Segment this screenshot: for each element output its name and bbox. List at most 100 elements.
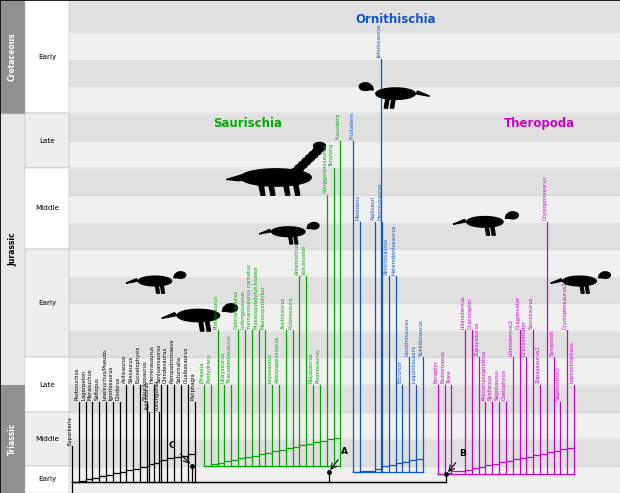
Text: Hexinlusaurus: Hexinlusaurus	[378, 183, 383, 220]
Text: Agilisaurus: Agilisaurus	[145, 381, 150, 410]
Text: Early: Early	[38, 300, 56, 306]
Polygon shape	[268, 184, 275, 195]
Text: Sanjuansaurus: Sanjuansaurus	[156, 344, 161, 383]
Text: Massospondylus kaalea: Massospondylus kaalea	[254, 267, 259, 329]
Text: Alivictosaurus: Alivictosaurus	[384, 238, 389, 275]
Text: Plateosaurus: Plateosaurus	[213, 295, 218, 329]
Polygon shape	[283, 184, 290, 195]
Text: Silesaurus: Silesaurus	[129, 355, 134, 383]
Text: Guaibasaurus: Guaibasaurus	[184, 347, 188, 383]
Polygon shape	[453, 219, 466, 224]
Text: Eodromaeus: Eodromaeus	[440, 350, 445, 383]
Bar	[25, 466, 69, 493]
Text: Staurikosaurus: Staurikosaurus	[143, 360, 148, 400]
Text: B: B	[459, 450, 466, 458]
Polygon shape	[367, 86, 373, 90]
Bar	[68, 276, 620, 303]
Polygon shape	[177, 309, 219, 322]
Bar	[68, 113, 620, 141]
Text: Cryolophosaurus2: Cryolophosaurus2	[563, 281, 568, 329]
Text: Adeopapposaurus: Adeopapposaurus	[275, 336, 280, 383]
Text: Saposaurus: Saposaurus	[495, 369, 500, 400]
Text: Sarcosaurus: Sarcosaurus	[529, 296, 534, 329]
Polygon shape	[391, 99, 395, 108]
Polygon shape	[241, 169, 311, 186]
Text: Aqilisauri: Aqilisauri	[371, 196, 376, 220]
Text: Eoraptor: Eoraptor	[433, 360, 438, 383]
Circle shape	[295, 165, 304, 172]
Polygon shape	[563, 276, 596, 286]
Circle shape	[316, 144, 325, 151]
Text: Panphagia: Panphagia	[190, 373, 195, 400]
Text: Fruitadens: Fruitadens	[349, 111, 354, 139]
Polygon shape	[507, 212, 518, 219]
Text: Lophostropheus: Lophostropheus	[570, 341, 575, 383]
Polygon shape	[259, 184, 265, 195]
Polygon shape	[138, 276, 172, 286]
Text: Manidens: Manidens	[356, 195, 361, 220]
Polygon shape	[199, 321, 204, 331]
Text: Lesothosaurus: Lesothosaurus	[405, 317, 410, 356]
Text: Euparkeria: Euparkeria	[67, 416, 72, 445]
Text: Marasuchus: Marasuchus	[88, 369, 93, 400]
Text: Scelidosaurus: Scelidosaurus	[418, 319, 423, 356]
Polygon shape	[505, 215, 511, 218]
Polygon shape	[224, 304, 237, 312]
Text: Postosuchus: Postosuchus	[74, 368, 79, 400]
Polygon shape	[259, 230, 272, 234]
Text: Pantydraco: Pantydraco	[206, 353, 211, 383]
Text: Saltopus: Saltopus	[95, 378, 100, 400]
Polygon shape	[293, 184, 299, 195]
Text: Yunnanosaurus carnatus: Yunnanosaurus carnatus	[247, 264, 252, 329]
Polygon shape	[161, 285, 164, 293]
Bar	[25, 0, 69, 113]
Polygon shape	[314, 142, 326, 149]
Polygon shape	[223, 307, 229, 312]
Text: Leyesaurus: Leyesaurus	[268, 353, 273, 383]
Text: Synapsids: Synapsids	[549, 329, 554, 356]
Bar	[68, 303, 620, 330]
Polygon shape	[161, 313, 177, 318]
Text: Pulanesaura: Pulanesaura	[288, 296, 293, 329]
Text: Liliensternus2: Liliensternus2	[508, 319, 513, 356]
Text: Jurassic: Jurassic	[8, 232, 17, 266]
Bar	[25, 113, 69, 168]
Circle shape	[291, 168, 300, 175]
Polygon shape	[551, 279, 563, 283]
Text: Cryolophosaurus: Cryolophosaurus	[542, 176, 547, 220]
Text: Anchisaurus: Anchisaurus	[281, 296, 286, 329]
Text: Pampadromaeus: Pampadromaeus	[170, 339, 175, 383]
Text: Asilisaurus: Asilisaurus	[122, 354, 127, 383]
Text: C: C	[168, 441, 175, 450]
Text: Massospondylus: Massospondylus	[261, 286, 266, 329]
Text: Efraasia: Efraasia	[200, 362, 205, 383]
Polygon shape	[226, 174, 251, 180]
Text: Vulcanodon: Vulcanodon	[302, 244, 307, 275]
Text: Zupaysaurus: Zupaysaurus	[474, 321, 479, 356]
Bar	[68, 0, 620, 32]
Text: Ornithischia: Ornithischia	[355, 13, 436, 26]
Text: Eucoelophysis: Eucoelophysis	[136, 346, 141, 383]
Text: Tawa: Tawa	[447, 370, 452, 383]
Polygon shape	[289, 236, 293, 244]
Bar	[0, 0, 25, 113]
Text: Middle: Middle	[35, 205, 59, 211]
Polygon shape	[600, 272, 610, 278]
Text: Gonggxianosaurus: Gonggxianosaurus	[322, 144, 327, 193]
Bar	[68, 385, 620, 412]
Polygon shape	[156, 285, 159, 293]
Polygon shape	[307, 225, 312, 228]
Text: Early: Early	[38, 476, 56, 483]
Bar	[68, 249, 620, 276]
Circle shape	[302, 158, 311, 165]
Polygon shape	[309, 222, 319, 229]
Bar	[68, 195, 620, 222]
Text: Triassic: Triassic	[8, 423, 17, 455]
Text: Pisanosaurus: Pisanosaurus	[316, 349, 321, 383]
Bar	[25, 412, 69, 466]
Text: Lagerpeton: Lagerpeton	[81, 370, 86, 400]
Text: Saposaurus2: Saposaurus2	[556, 366, 561, 400]
Circle shape	[306, 154, 314, 162]
Text: Jeholosaurus: Jeholosaurus	[377, 24, 382, 58]
Text: Tanylong: Tanylong	[329, 142, 334, 166]
